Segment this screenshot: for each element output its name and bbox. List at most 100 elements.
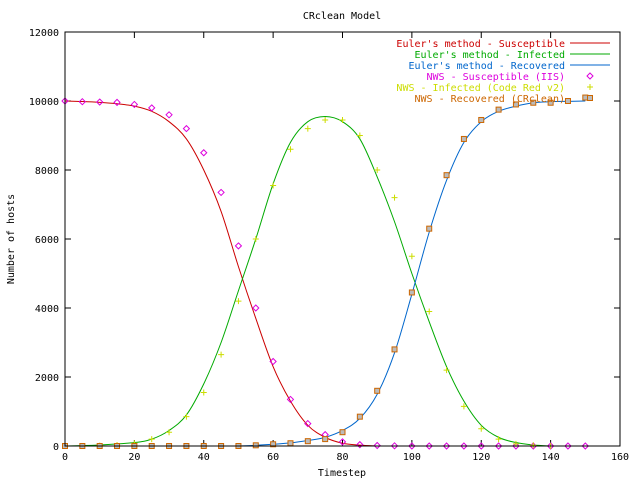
legend-swatch [587, 84, 593, 90]
data-point [374, 387, 381, 394]
y-tick-label: 8000 [35, 166, 59, 177]
data-point [252, 304, 260, 312]
data-point [95, 98, 104, 106]
data-point [374, 167, 381, 173]
series-0 [64, 100, 378, 447]
data-point [287, 440, 294, 447]
data-point [78, 97, 87, 106]
data-point [426, 308, 433, 315]
x-tick-label: 120 [472, 452, 490, 463]
data-point [339, 116, 346, 123]
data-point [235, 298, 242, 305]
data-point [113, 98, 121, 107]
data-point [182, 124, 191, 133]
data-point [460, 135, 467, 142]
data-point [425, 442, 433, 450]
data-point [166, 429, 173, 436]
legend-swatch [587, 95, 593, 101]
y-tick-label: 12000 [29, 28, 59, 39]
data-point [460, 403, 467, 410]
data-point [252, 236, 259, 242]
x-axis-label: Timestep [318, 468, 366, 479]
data-point [183, 413, 190, 420]
series-3 [61, 97, 590, 450]
legend-label: NWS - Susceptible (IIS) [427, 72, 565, 83]
x-tick-label: 80 [336, 452, 348, 463]
data-point [408, 442, 416, 450]
data-point [269, 357, 277, 366]
data-point [495, 436, 502, 443]
data-point [200, 389, 207, 396]
data-point [286, 395, 295, 404]
data-point [581, 442, 590, 450]
legend-label: Euler's method - Susceptible [396, 39, 565, 50]
data-point [217, 188, 225, 197]
data-point [304, 125, 311, 132]
data-point [530, 442, 537, 449]
legend-label: Euler's method - Recovered [408, 61, 565, 72]
x-tick-label: 100 [403, 452, 421, 463]
data-point [270, 182, 277, 189]
x-tick-label: 40 [198, 452, 210, 463]
plot-area [61, 94, 590, 450]
data-point [356, 413, 363, 420]
data-point [252, 442, 259, 449]
legend-swatch [586, 72, 594, 80]
data-point [304, 438, 311, 445]
legend-label: Euler's method - Infected [414, 50, 565, 61]
data-point [165, 111, 173, 119]
data-point [460, 442, 468, 450]
legend-label: NWS - Infected (Code Red v2) [396, 83, 565, 94]
x-tick-label: 60 [267, 452, 279, 463]
data-point [530, 99, 537, 106]
data-point [547, 99, 554, 106]
series-4 [62, 116, 554, 449]
data-point [564, 98, 571, 104]
y-tick-label: 10000 [29, 97, 59, 108]
series-1 [64, 116, 551, 447]
data-point [494, 442, 503, 450]
series-line [64, 100, 378, 447]
data-point [322, 436, 329, 443]
data-point [408, 289, 415, 296]
data-point [148, 104, 156, 112]
data-point [218, 351, 225, 358]
data-point [339, 429, 346, 436]
x-tick-label: 160 [611, 452, 629, 463]
y-axis-label: Number of hosts [6, 194, 17, 284]
data-point [495, 106, 502, 113]
data-point [322, 116, 329, 123]
series-5 [62, 94, 589, 449]
data-point [304, 419, 312, 428]
plot-frame [64, 31, 621, 447]
y-tick-label: 4000 [35, 304, 59, 315]
data-point [477, 442, 485, 450]
data-point [443, 172, 450, 179]
x-tick-label: 0 [62, 452, 68, 463]
data-point [234, 242, 243, 250]
x-tick-label: 20 [128, 452, 140, 463]
x-tick-label: 140 [542, 452, 560, 463]
data-point [391, 194, 398, 201]
data-point [512, 101, 519, 108]
data-point [130, 100, 139, 109]
chart-title: CRclean Model [303, 11, 381, 22]
data-point [356, 132, 363, 139]
legend-label: NWS - Recovered (CRclean) [414, 94, 565, 105]
data-point [148, 436, 155, 443]
data-point [391, 346, 398, 353]
data-point [200, 149, 208, 157]
data-point [442, 442, 451, 450]
data-point [512, 442, 520, 450]
data-point [478, 425, 485, 432]
y-tick-label: 6000 [35, 235, 59, 246]
data-point [408, 253, 415, 260]
y-tick-label: 2000 [35, 373, 59, 384]
data-point [338, 438, 347, 446]
data-point [426, 225, 433, 232]
data-point [287, 146, 294, 153]
data-point [443, 367, 450, 374]
data-point [373, 441, 381, 450]
series-line [64, 116, 551, 447]
